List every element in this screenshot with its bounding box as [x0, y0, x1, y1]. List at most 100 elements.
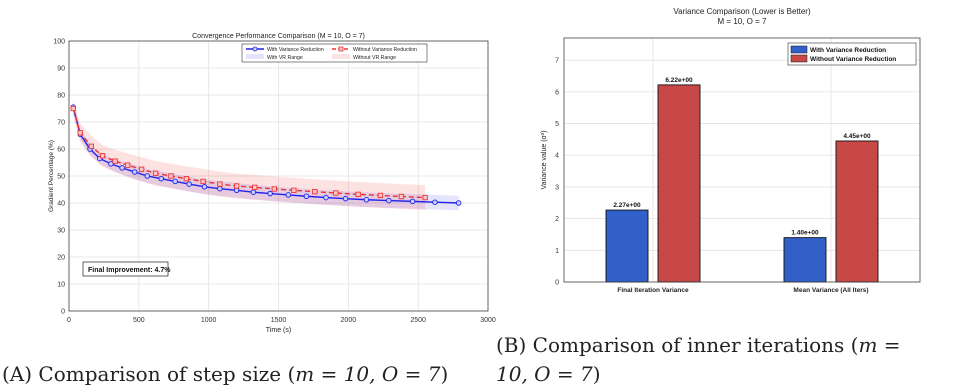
y-tick-label-b: 0 — [555, 280, 559, 287]
chart-title-b: Variance Comparison (Lower is Better) — [673, 7, 811, 16]
data-point-without-vr — [217, 181, 223, 187]
caption-a-close: ) — [440, 362, 449, 386]
data-point-with-vr — [386, 197, 392, 204]
legend-swatch-without-vr-b — [790, 54, 808, 63]
data-point-without-vr — [77, 130, 83, 136]
legend-label-without-vr: Without Variance Reduction — [353, 47, 417, 53]
data-point-with-vr — [119, 165, 125, 171]
data-point-with-vr — [201, 184, 208, 190]
bar-value-label: 6.22e+00 — [665, 77, 693, 84]
data-point-without-vr — [355, 191, 361, 198]
data-point-without-vr — [291, 187, 297, 193]
data-point-without-vr — [200, 178, 206, 185]
y-tick-label-a: 80 — [57, 93, 65, 100]
caption-b-label: (B) — [496, 333, 527, 357]
annotation-box — [82, 261, 169, 277]
data-point-with-vr — [186, 181, 192, 187]
y-tick-label-a: 100 — [53, 39, 65, 46]
legend-marker-without-vr — [338, 46, 344, 52]
bar-without-vr — [835, 140, 879, 283]
y-tick-label-b: 6 — [555, 89, 559, 96]
caption-b-text: Comparison of inner iterations ( — [532, 333, 859, 357]
plot-frame-a — [68, 40, 489, 312]
caption-b-math-2: 10, O = 7 — [496, 362, 593, 386]
data-point-with-vr — [363, 197, 370, 203]
legend-label-without-vr-b: Without Variance Reduction — [810, 56, 896, 63]
data-point-with-vr — [217, 185, 223, 192]
range-band-with-vr — [73, 103, 459, 211]
y-tick-label-a: 90 — [57, 66, 65, 73]
bar-without-vr — [657, 84, 701, 283]
data-point-with-vr — [323, 194, 329, 201]
data-point-without-vr — [152, 170, 159, 176]
legend-label-with-vr-b: With Variance Reduction — [810, 47, 886, 54]
data-point-with-vr — [144, 173, 150, 179]
legend-label-with-vr: With Variance Reduction — [267, 47, 324, 53]
data-point-without-vr — [183, 176, 189, 182]
range-band-without-vr — [73, 100, 426, 211]
data-point-without-vr — [88, 143, 94, 149]
data-point-with-vr — [432, 199, 438, 205]
y-tick-label-b: 7 — [555, 58, 559, 65]
category-label-b: Mean Variance (All Iters) — [793, 287, 868, 294]
category-label-b: Final Iteration Variance — [617, 287, 689, 294]
legend-marker-with-vr — [252, 46, 258, 52]
x-tick-label-a: 2000 — [341, 317, 357, 324]
y-tick-label-a: 30 — [57, 228, 65, 235]
legend-box-a — [241, 43, 428, 63]
series-line-without-vr — [72, 108, 426, 199]
data-point-with-vr — [267, 190, 273, 197]
caption-a-text: Comparison of step size ( — [38, 362, 296, 386]
bar-value-label: 4.45e+00 — [843, 133, 871, 140]
x-tick-label-a: 1000 — [201, 317, 217, 324]
y-tick-label-a: 50 — [57, 174, 65, 181]
x-tick-label-a: 3000 — [480, 317, 496, 324]
legend-label-without-vr-range: Without VR Range — [353, 55, 396, 61]
y-tick-label-a: 10 — [57, 282, 65, 289]
caption-a-label: (A) — [2, 362, 33, 386]
y-tick-label-a: 0 — [61, 309, 65, 316]
y-tick-label-a: 20 — [57, 255, 65, 262]
caption-b-line1: (B) Comparison of inner iterations (m = — [496, 333, 901, 357]
bar-value-label: 2.27e+00 — [613, 202, 641, 209]
chart-title-a: Convergence Performance Comparison (M = … — [192, 33, 365, 40]
y-tick-label-b: 2 — [555, 216, 559, 223]
y-tick-label-b: 1 — [555, 248, 559, 255]
y-tick-label-b: 5 — [555, 121, 559, 128]
data-point-without-vr — [112, 158, 118, 164]
y-tick-label-b: 3 — [555, 184, 559, 191]
legend-swatch-with-vr-range — [246, 54, 264, 59]
bar-value-label: 1.40e+00 — [791, 230, 819, 237]
x-tick-label-a: 2500 — [410, 317, 426, 324]
bar-with-vr — [783, 237, 827, 283]
data-point-with-vr — [250, 189, 257, 195]
y-axis-label-a: Gradient Percentage (%) — [48, 140, 55, 212]
data-point-without-vr — [422, 194, 428, 201]
y-tick-label-b: 4 — [555, 153, 559, 160]
data-point-without-vr — [271, 186, 277, 192]
data-point-with-vr — [108, 161, 114, 167]
data-point-without-vr — [233, 183, 240, 189]
x-tick-label-a: 500 — [133, 317, 145, 324]
data-point-without-vr — [398, 193, 405, 200]
data-point-with-vr — [303, 193, 310, 199]
data-point-without-vr — [138, 166, 145, 172]
data-point-with-vr — [285, 192, 292, 198]
legend-box-b — [787, 42, 917, 66]
x-tick-label-a: 0 — [67, 317, 71, 324]
caption-a: (A) Comparison of step size (m = 10, O =… — [2, 362, 448, 386]
caption-b-math-1: m = — [858, 333, 901, 357]
legend-swatch-without-vr-range — [332, 54, 350, 59]
legend-swatch-with-vr-b — [790, 45, 808, 54]
legend-label-with-vr-range: With VR Range — [267, 55, 303, 61]
data-point-with-vr — [455, 200, 462, 206]
data-point-with-vr — [342, 195, 349, 202]
data-point-without-vr — [70, 105, 76, 112]
bar-with-vr — [605, 209, 649, 283]
y-axis-label-b: Variance value (σ²) — [541, 130, 548, 189]
data-point-without-vr — [333, 190, 339, 196]
data-point-with-vr — [172, 178, 178, 185]
plot-frame-b — [563, 37, 921, 283]
data-point-without-vr — [168, 173, 174, 179]
